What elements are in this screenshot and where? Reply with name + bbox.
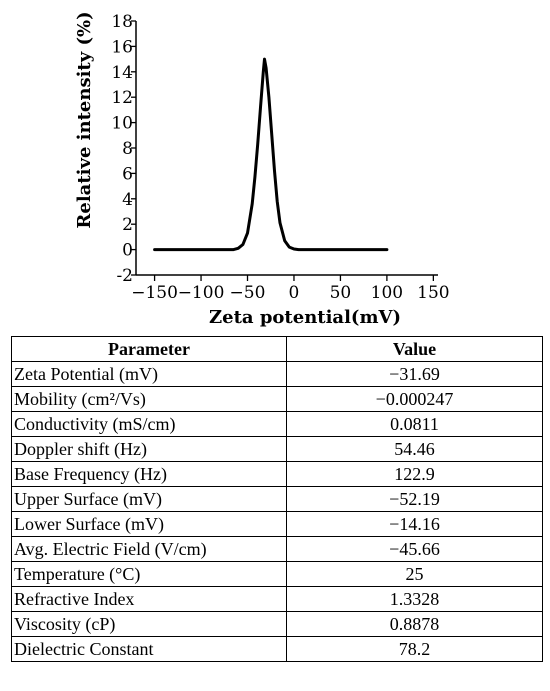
table-row: Zeta Potential (mV) −31.69 xyxy=(11,361,543,387)
parameter-name: Dielectric Constant xyxy=(11,636,287,662)
chart-series xyxy=(153,57,389,252)
table-row: Refractive Index 1.3328 xyxy=(11,586,543,612)
table-row: Viscosity (cP) 0.8878 xyxy=(11,611,543,637)
y-tick-label: 18 xyxy=(111,12,133,32)
parameter-value: 25 xyxy=(286,561,543,587)
parameter-value: 78.2 xyxy=(286,636,543,662)
x-tick-label: 50 xyxy=(330,283,352,303)
parameter-name: Base Frequency (Hz) xyxy=(11,461,287,487)
y-tick-label: 2 xyxy=(122,215,133,235)
y-tick-label: 12 xyxy=(111,88,133,108)
parameter-name: Lower Surface (mV) xyxy=(11,511,287,537)
table-row: Mobility (cm²/Vs) −0.000247 xyxy=(11,386,543,412)
header-parameter: Parameter xyxy=(11,336,287,362)
x-tick-label: −150 xyxy=(131,283,178,303)
parameter-name: Mobility (cm²/Vs) xyxy=(11,386,287,412)
y-tick-label: 0 xyxy=(122,241,133,261)
y-tick-label: 6 xyxy=(122,164,133,184)
table-row: Upper Surface (mV) −52.19 xyxy=(11,486,543,512)
x-tick-label: −100 xyxy=(178,283,225,303)
parameter-name: Temperature (°C) xyxy=(11,561,287,587)
y-tick-label: 8 xyxy=(122,139,133,159)
parameter-name: Upper Surface (mV) xyxy=(11,486,287,512)
table-row: Temperature (°C) 25 xyxy=(11,561,543,587)
table-row: Conductivity (mS/cm) 0.0811 xyxy=(11,411,543,437)
zeta-potential-chart: −150 −100 −50 0 50 100 150 -2 0 2 4 6 8 10 12 14 16 18 Ze… xyxy=(74,11,450,328)
table-row: Dielectric Constant 78.2 xyxy=(11,636,543,662)
parameter-value: −14.16 xyxy=(286,511,543,537)
y-tick-label: 16 xyxy=(111,37,133,57)
parameter-value: 54.46 xyxy=(286,436,543,462)
table-row: Avg. Electric Field (V/cm) −45.66 xyxy=(11,536,543,562)
parameter-table: Parameter Value Zeta Potential (mV) −31.6… xyxy=(11,336,543,662)
y-axis-title: Relative intensity (%) xyxy=(74,11,95,228)
parameter-value: 122.9 xyxy=(286,461,543,487)
parameter-value: −31.69 xyxy=(286,361,543,387)
parameter-name: Doppler shift (Hz) xyxy=(11,436,287,462)
y-tick-label: 4 xyxy=(122,190,133,210)
chart-ticks: −150 −100 −50 0 50 100 150 -2 0 2 4 6 8 10 12 14 16 18 xyxy=(111,12,449,303)
x-tick-label: −50 xyxy=(230,283,266,303)
series-line xyxy=(153,57,389,252)
y-tick-label: 14 xyxy=(111,63,133,83)
table-row: Lower Surface (mV) −14.16 xyxy=(11,511,543,537)
x-axis-title: Zeta potential(mV) xyxy=(209,307,401,328)
table-row: Doppler shift (Hz) 54.46 xyxy=(11,436,543,462)
parameter-name: Refractive Index xyxy=(11,586,287,612)
x-tick-label: 150 xyxy=(417,283,449,303)
parameter-value: 0.8878 xyxy=(286,611,543,637)
table-row: Base Frequency (Hz) 122.9 xyxy=(11,461,543,487)
parameter-name: Zeta Potential (mV) xyxy=(11,361,287,387)
header-value: Value xyxy=(286,336,543,362)
parameter-value: −52.19 xyxy=(286,486,543,512)
parameter-value: 0.0811 xyxy=(286,411,543,437)
parameter-value: 1.3328 xyxy=(286,586,543,612)
x-tick-label: 100 xyxy=(371,283,403,303)
parameter-name: Viscosity (cP) xyxy=(11,611,287,637)
table-header-row: Parameter Value xyxy=(11,336,543,362)
y-tick-label: -2 xyxy=(116,266,133,286)
table-body: Zeta Potential (mV) −31.69 Mobility (cm²/V… xyxy=(11,361,543,662)
chart-axes xyxy=(135,21,438,276)
x-tick-label: 0 xyxy=(289,283,300,303)
y-tick-label: 10 xyxy=(111,114,133,134)
parameter-value: −45.66 xyxy=(286,536,543,562)
parameter-name: Conductivity (mS/cm) xyxy=(11,411,287,437)
parameter-value: −0.000247 xyxy=(286,386,543,412)
parameter-name: Avg. Electric Field (V/cm) xyxy=(11,536,287,562)
